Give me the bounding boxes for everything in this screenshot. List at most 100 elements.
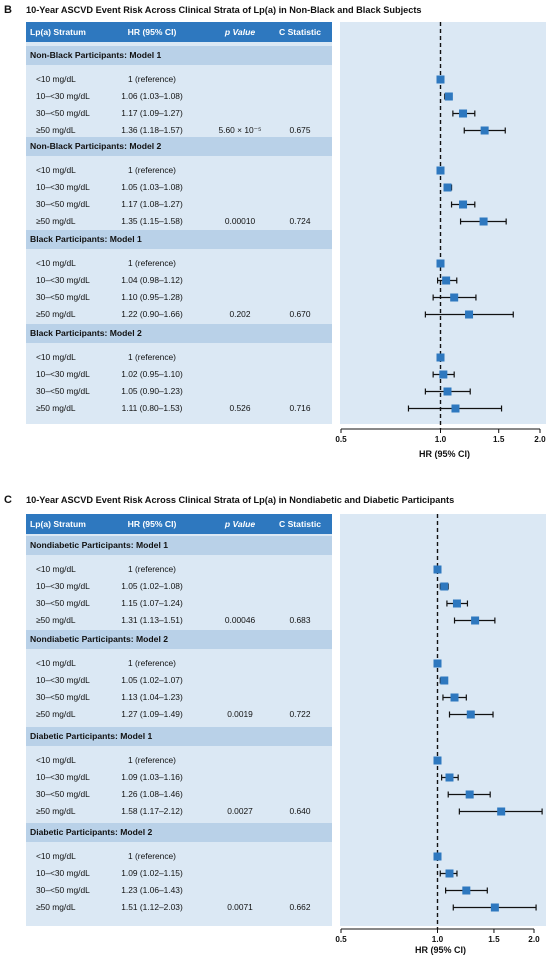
- hr-point: [443, 387, 452, 396]
- table-row: 10–<30 mg/dL 1.06 (1.03–1.08): [26, 88, 332, 105]
- hr-point: [439, 370, 448, 379]
- hr-point: [490, 903, 499, 912]
- hr-cell: 1.22 (0.90–1.66): [121, 309, 183, 319]
- c-statistic-cell: 0.640: [289, 806, 311, 816]
- header-hr: HR (95% CI): [127, 519, 177, 529]
- hr-point: [480, 126, 489, 135]
- x-tick-label: 0.5: [335, 935, 347, 944]
- stratum-cell: ≥50 mg/dL: [36, 125, 76, 135]
- hr-point: [445, 869, 454, 878]
- hr-cell: 1.10 (0.95–1.28): [121, 292, 183, 302]
- hr-point: [471, 616, 480, 625]
- table-row: ≥50 mg/dL 1.51 (1.12–2.03) 0.0071 0.662: [26, 899, 332, 916]
- group-header-label: Black Participants: Model 2: [30, 328, 142, 338]
- hr-cell: 1.26 (1.08–1.46): [121, 789, 183, 799]
- panel-letter: B: [4, 4, 12, 16]
- stratum-cell: 10–<30 mg/dL: [36, 182, 90, 192]
- table-row: <10 mg/dL 1 (reference): [26, 349, 332, 366]
- table-row: ≥50 mg/dL 1.22 (0.90–1.66) 0.202 0.670: [26, 306, 332, 323]
- panel-title: 10-Year ASCVD Event Risk Across Clinical…: [26, 495, 455, 505]
- hr-point: [451, 404, 460, 413]
- hr-point: [436, 259, 445, 268]
- table-header: Lp(a) Stratum HR (95% CI) p Value C Stat…: [26, 22, 332, 42]
- stratum-cell: <10 mg/dL: [36, 564, 76, 574]
- hr-point: [433, 852, 442, 861]
- table-header: Lp(a) Stratum HR (95% CI) p Value C Stat…: [26, 514, 332, 534]
- hr-point: [465, 310, 474, 319]
- table-row: <10 mg/dL 1 (reference): [26, 162, 332, 179]
- hr-point: [436, 353, 445, 362]
- hr-cell: 1.11 (0.80–1.53): [121, 403, 183, 413]
- hr-cell: 1.05 (1.02–1.07): [121, 675, 183, 685]
- table-row: 10–<30 mg/dL 1.05 (1.02–1.07): [26, 672, 332, 689]
- p-value-cell: 0.0019: [227, 709, 253, 719]
- header-c-statistic: C Statistic: [278, 519, 322, 529]
- stratum-cell: <10 mg/dL: [36, 165, 76, 175]
- hr-point: [436, 166, 445, 175]
- table-row: <10 mg/dL 1 (reference): [26, 71, 332, 88]
- panel-title: 10-Year ASCVD Event Risk Across Clinical…: [26, 5, 422, 15]
- x-tick-label: 1.0: [435, 435, 447, 444]
- table-row: ≥50 mg/dL 1.31 (1.13–1.51) 0.00046 0.683: [26, 612, 332, 629]
- stratum-cell: 30–<50 mg/dL: [36, 885, 90, 895]
- header-c-statistic: C Statistic: [278, 27, 322, 37]
- hr-point: [466, 710, 475, 719]
- table-row: 30–<50 mg/dL 1.17 (1.09–1.27): [26, 105, 332, 122]
- hr-cell: 1.13 (1.04–1.23): [121, 692, 183, 702]
- x-tick-label: 1.5: [493, 435, 505, 444]
- hr-point: [450, 693, 459, 702]
- p-value-cell: 0.00010: [224, 216, 256, 226]
- table-row: 30–<50 mg/dL 1.13 (1.04–1.23): [26, 689, 332, 706]
- hr-point: [459, 200, 468, 209]
- hr-cell: 1.27 (1.09–1.49): [121, 709, 183, 719]
- table-row: <10 mg/dL 1 (reference): [26, 561, 332, 578]
- hr-cell: 1.51 (1.12–2.03): [121, 902, 183, 912]
- hr-point: [433, 756, 442, 765]
- p-value-cell: 0.0027: [227, 806, 253, 816]
- stratum-cell: 30–<50 mg/dL: [36, 108, 90, 118]
- table-row: <10 mg/dL 1 (reference): [26, 848, 332, 865]
- x-axis-title: HR (95% CI): [415, 945, 467, 955]
- c-statistic-cell: 0.683: [289, 615, 311, 625]
- hr-cell: 1.05 (1.02–1.08): [121, 581, 183, 591]
- stratum-cell: 10–<30 mg/dL: [36, 581, 90, 591]
- hr-cell: 1 (reference): [128, 352, 176, 362]
- x-tick-label: 1.0: [432, 935, 444, 944]
- hr-cell: 1.02 (0.95–1.10): [121, 369, 183, 379]
- group-header: Nondiabetic Participants: Model 2: [26, 630, 332, 649]
- hr-cell: 1.05 (1.03–1.08): [121, 182, 183, 192]
- c-statistic-cell: 0.670: [289, 309, 311, 319]
- stratum-cell: 10–<30 mg/dL: [36, 369, 90, 379]
- table-row: 30–<50 mg/dL 1.23 (1.06–1.43): [26, 882, 332, 899]
- table-row: 30–<50 mg/dL 1.10 (0.95–1.28): [26, 289, 332, 306]
- header-p-value: p Value: [224, 519, 256, 529]
- hr-cell: 1 (reference): [128, 851, 176, 861]
- hr-cell: 1.06 (1.03–1.08): [121, 91, 183, 101]
- table-panel-c: Lp(a) Stratum HR (95% CI) p Value C Stat…: [26, 514, 332, 926]
- hr-point: [440, 582, 449, 591]
- hr-point: [465, 790, 474, 799]
- group-header: Black Participants: Model 1: [26, 230, 332, 249]
- table-row: <10 mg/dL 1 (reference): [26, 255, 332, 272]
- c-statistic-cell: 0.662: [289, 902, 311, 912]
- hr-point: [459, 109, 468, 118]
- table-row: 30–<50 mg/dL 1.17 (1.08–1.27): [26, 196, 332, 213]
- hr-cell: 1.23 (1.06–1.43): [121, 885, 183, 895]
- stratum-cell: ≥50 mg/dL: [36, 806, 76, 816]
- stratum-cell: ≥50 mg/dL: [36, 902, 76, 912]
- table-row: 10–<30 mg/dL 1.09 (1.03–1.16): [26, 769, 332, 786]
- table-row: ≥50 mg/dL 1.11 (0.80–1.53) 0.526 0.716: [26, 400, 332, 417]
- header-stratum: Lp(a) Stratum: [30, 519, 86, 529]
- p-value-cell: 0.526: [229, 403, 251, 413]
- hr-cell: 1.31 (1.13–1.51): [121, 615, 183, 625]
- table-row: ≥50 mg/dL 1.36 (1.18–1.57) 5.60 × 10⁻⁵ 0.67…: [26, 122, 332, 139]
- stratum-cell: 10–<30 mg/dL: [36, 868, 90, 878]
- hr-cell: 1 (reference): [128, 258, 176, 268]
- group-header: Non-Black Participants: Model 2: [26, 137, 332, 156]
- table-row: 30–<50 mg/dL 1.05 (0.90–1.23): [26, 383, 332, 400]
- p-value-cell: 0.0071: [227, 902, 253, 912]
- hr-cell: 1 (reference): [128, 564, 176, 574]
- hr-cell: 1.09 (1.02–1.15): [121, 868, 183, 878]
- forest-plot-panel-b: 0.5 1.0 1.5 2.0: [335, 22, 546, 444]
- stratum-cell: 30–<50 mg/dL: [36, 692, 90, 702]
